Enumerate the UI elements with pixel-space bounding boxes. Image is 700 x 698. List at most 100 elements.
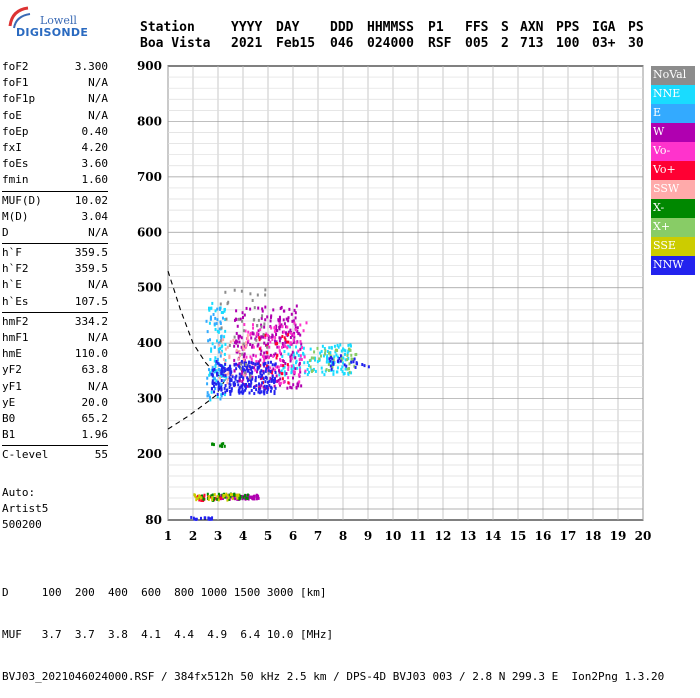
echo-point — [314, 369, 317, 373]
echo-point — [243, 371, 246, 375]
echo-point — [220, 374, 223, 378]
echo-point — [250, 367, 253, 371]
echo-point — [258, 338, 261, 342]
echo-point — [223, 386, 226, 390]
echo-point — [238, 497, 241, 501]
echo-point — [217, 495, 220, 499]
echo-point — [246, 376, 249, 380]
echo-point — [320, 366, 323, 370]
echo-point — [241, 380, 244, 384]
param-name: yF2 — [2, 363, 22, 377]
echo-point — [248, 364, 251, 368]
echo-point — [212, 443, 215, 447]
echo-point — [215, 322, 218, 326]
echo-point — [266, 345, 269, 349]
echo-point — [342, 356, 345, 360]
echo-point — [203, 493, 206, 497]
echo-point — [239, 317, 242, 321]
echo-point — [353, 364, 356, 368]
echo-point — [281, 334, 284, 338]
echo-point — [269, 360, 272, 364]
echo-point — [293, 321, 296, 325]
echo-point — [279, 381, 282, 385]
echo-point — [325, 368, 328, 372]
echo-point — [259, 336, 262, 340]
echo-point — [229, 373, 232, 377]
echo-point — [211, 498, 214, 502]
station-header: Station YYYY DAY DDD HHMMSS P1 FFS S AXN… — [140, 20, 660, 52]
echo-point — [298, 361, 301, 365]
echo-point — [219, 347, 222, 351]
y-tick-label: 400 — [137, 336, 162, 350]
echo-point — [279, 307, 282, 311]
echo-point — [208, 321, 211, 325]
param-name: C-level — [2, 448, 49, 462]
echo-point — [252, 345, 255, 349]
echo-point — [275, 365, 278, 369]
echo-point — [217, 380, 220, 384]
echo-point — [262, 371, 265, 375]
lowell-digisonde-logo: Lowell DIGISONDE — [4, 4, 88, 39]
echo-point — [274, 352, 277, 356]
echo-point — [270, 314, 273, 318]
hdr-label-hhmmss: HHMMSS — [367, 20, 414, 35]
echo-point — [251, 375, 254, 379]
echo-point — [278, 370, 281, 374]
echo-point — [319, 354, 322, 358]
echo-point — [308, 359, 311, 363]
echo-point — [333, 355, 336, 359]
y-tick-label: 200 — [137, 447, 162, 461]
echo-point — [260, 369, 263, 373]
param-separator — [2, 243, 108, 245]
echo-point — [190, 515, 193, 519]
echo-point — [339, 343, 342, 347]
x-tick-label: 5 — [264, 529, 272, 543]
echo-point — [269, 315, 272, 319]
echo-point — [260, 383, 263, 387]
echo-point — [346, 352, 349, 356]
echo-point — [209, 357, 212, 361]
echo-point — [207, 368, 210, 372]
echo-point — [249, 355, 252, 359]
echo-point — [298, 368, 301, 372]
echo-point — [220, 336, 223, 340]
echo-point — [273, 384, 276, 388]
echo-point — [273, 377, 276, 381]
echo-point — [349, 343, 352, 347]
echo-point — [241, 384, 244, 388]
echo-point — [262, 369, 265, 373]
echo-point — [350, 357, 353, 361]
echo-point — [246, 337, 249, 341]
echo-point — [263, 325, 266, 329]
echo-point — [292, 353, 295, 357]
echo-point — [343, 348, 346, 352]
echo-point — [226, 377, 229, 381]
echo-point — [241, 370, 244, 374]
param-name: hmE — [2, 347, 22, 361]
echo-point — [295, 328, 298, 332]
echo-point — [339, 354, 342, 358]
bottom-info: D 100 200 400 600 800 1000 1500 3000 [km… — [2, 558, 664, 698]
param-value: 334.2 — [74, 314, 108, 328]
echo-point — [249, 376, 252, 380]
echo-point — [235, 339, 238, 343]
hdr-value-ddd: 046 — [330, 36, 354, 51]
echo-point — [208, 308, 211, 312]
echo-point — [328, 351, 331, 355]
hdr-value-iga: 03+ — [592, 36, 616, 51]
echo-point — [274, 339, 277, 343]
echo-point — [284, 338, 287, 342]
echo-point — [237, 383, 240, 387]
echo-point — [216, 392, 219, 396]
echo-point — [268, 383, 271, 387]
echo-point — [226, 345, 229, 349]
echo-point — [207, 339, 210, 343]
echo-point — [278, 327, 281, 331]
echo-point — [309, 365, 312, 369]
echo-point — [326, 357, 329, 361]
echo-point — [275, 324, 278, 328]
echo-point — [206, 382, 209, 386]
echo-point — [350, 353, 353, 357]
echo-point — [244, 388, 247, 392]
echo-point — [299, 347, 302, 351]
